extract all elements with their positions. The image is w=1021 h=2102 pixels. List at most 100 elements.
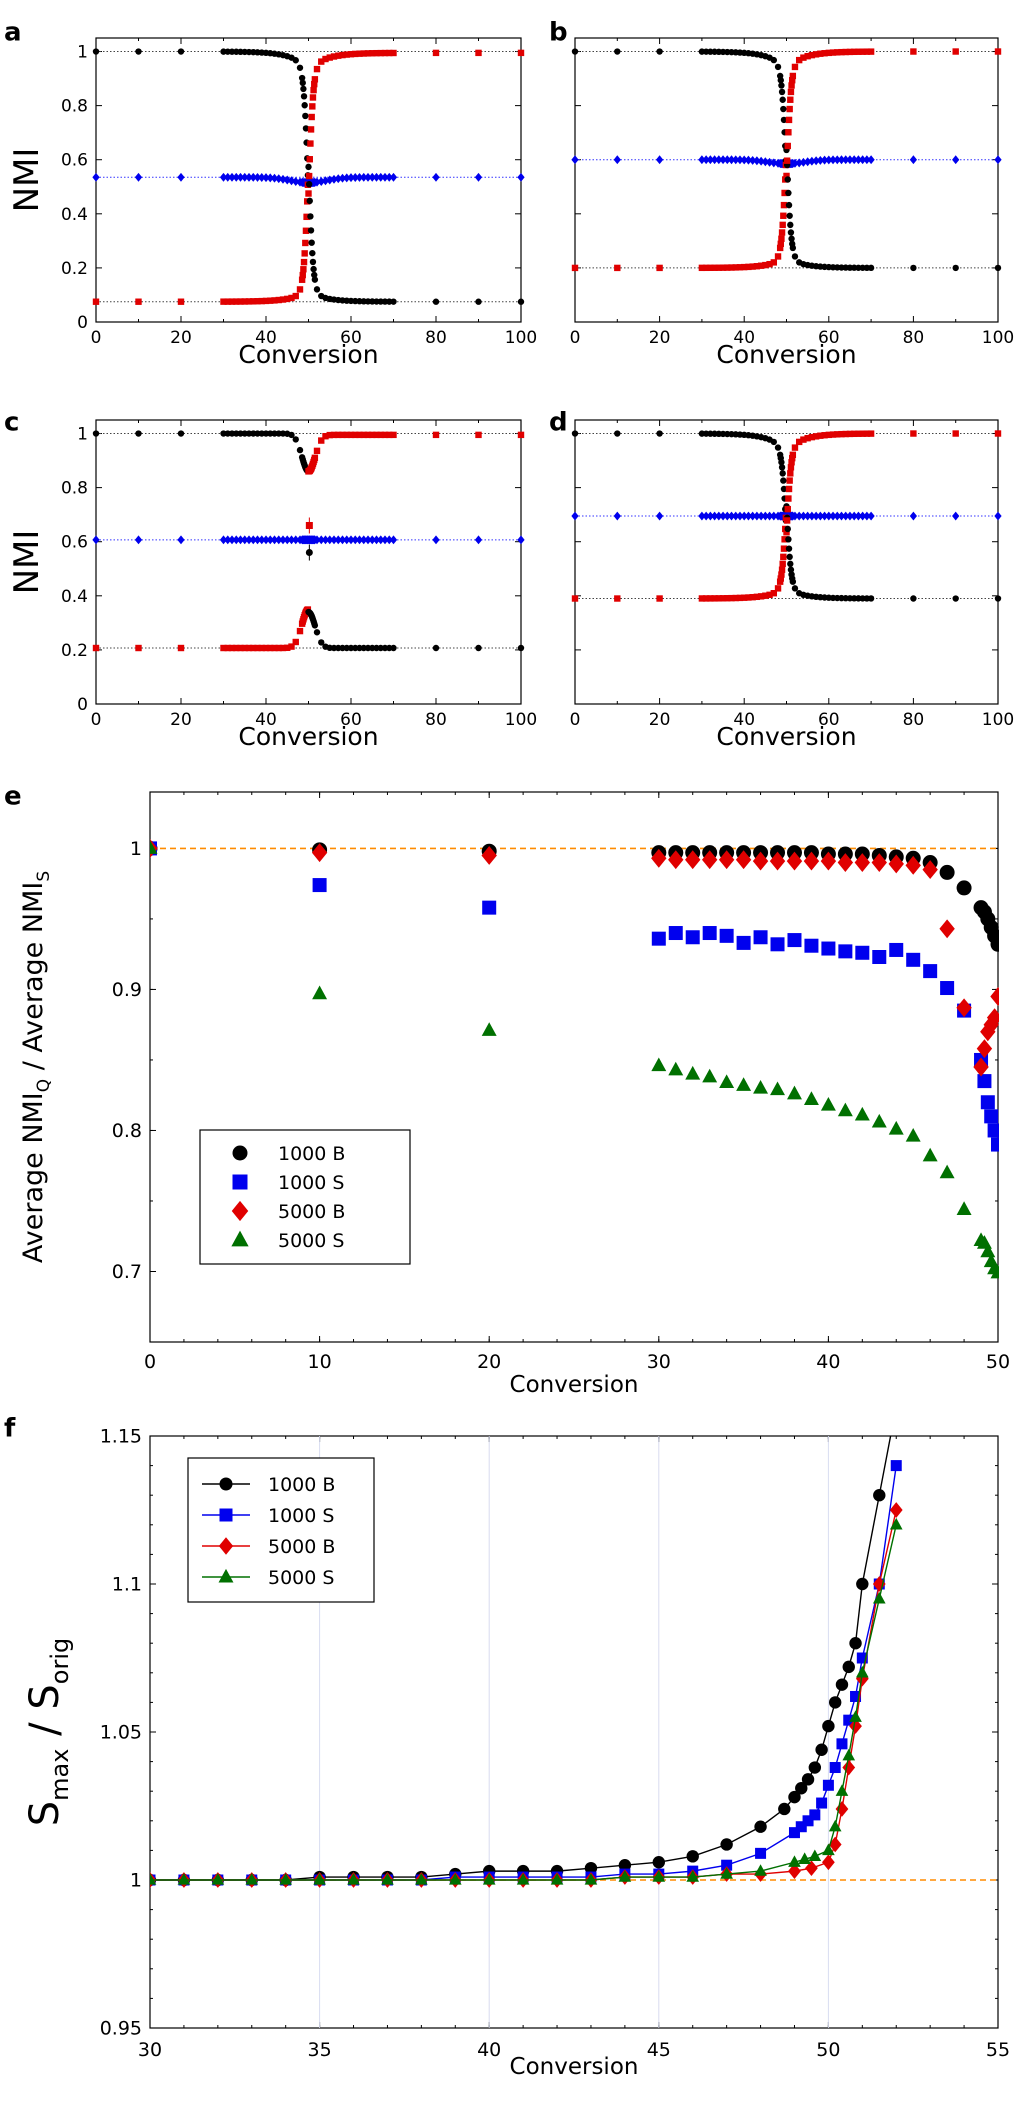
data-point-blue <box>859 155 867 165</box>
data-point-black <box>318 639 325 646</box>
data-point-red <box>777 575 784 582</box>
y-tick-label: 0.6 <box>61 533 88 553</box>
data-point-red <box>846 430 854 438</box>
data-point-blue <box>368 535 376 545</box>
data-point-red <box>745 594 752 601</box>
data-point-blue <box>812 156 820 166</box>
data-point-black <box>910 264 917 272</box>
data-point-red <box>850 430 858 438</box>
data-point <box>991 1137 999 1152</box>
data-point-red <box>812 433 820 440</box>
data-point <box>835 1678 849 1691</box>
data-point <box>984 1109 999 1124</box>
data-point <box>719 1074 735 1089</box>
data-point-black <box>910 595 917 602</box>
data-point-black <box>311 276 319 283</box>
panel-label-a: a <box>4 17 22 47</box>
data-point <box>850 1690 862 1702</box>
data-point <box>245 1873 259 1885</box>
data-point-red <box>275 296 282 304</box>
data-point <box>889 1517 903 1530</box>
data-point-red <box>795 56 803 64</box>
data-point-blue <box>372 535 381 545</box>
data-point-red <box>311 80 318 88</box>
data-point <box>177 1873 191 1885</box>
data-point-blue <box>804 511 812 521</box>
data-point-black <box>656 430 663 437</box>
data-point-red <box>279 296 287 303</box>
data-point-blue <box>753 511 761 521</box>
data-point <box>736 1077 752 1091</box>
data-point-blue <box>228 172 236 182</box>
data-point-blue <box>833 511 841 521</box>
data-point-red <box>781 536 788 543</box>
data-point-red <box>778 566 786 573</box>
data-point <box>803 851 820 871</box>
data-point-blue <box>820 155 829 165</box>
data-point-red <box>753 593 761 601</box>
data-point-red <box>786 105 793 113</box>
data-point-red <box>779 221 786 229</box>
data-point-red <box>732 594 739 602</box>
data-point-blue <box>613 511 621 521</box>
data-point-red <box>381 49 389 57</box>
data-point-red <box>267 297 274 304</box>
data-point-black <box>475 298 482 305</box>
data-point-red <box>258 644 265 652</box>
data-point-red <box>258 297 265 305</box>
data-point-red <box>707 264 714 271</box>
data-point <box>854 1106 870 1121</box>
data-point-red <box>386 431 393 439</box>
data-point-red <box>698 595 706 602</box>
data-point-red <box>800 436 807 443</box>
data-point-blue <box>702 511 710 521</box>
data-point-blue <box>224 535 232 545</box>
data-point-blue <box>317 535 325 545</box>
data-point <box>872 950 887 964</box>
data-point <box>686 1850 699 1863</box>
data-point-red <box>267 644 274 652</box>
data-point-blue <box>825 155 833 165</box>
data-point <box>828 1696 842 1709</box>
data-point-red <box>770 590 778 597</box>
data-point-red <box>254 298 261 305</box>
data-point-red <box>135 644 142 652</box>
data-point-blue <box>326 535 334 545</box>
data-point-blue <box>92 535 100 545</box>
data-point-black <box>778 82 785 89</box>
data-point <box>872 1591 886 1604</box>
data-point-blue <box>283 535 291 545</box>
data-point <box>922 860 938 880</box>
data-point-black <box>788 235 795 242</box>
data-point <box>651 931 666 946</box>
y-axis-label-part: / S <box>22 1684 68 1748</box>
data-point-blue <box>372 172 381 182</box>
data-point-blue <box>517 535 525 545</box>
data-point-red <box>296 627 304 635</box>
data-point-red <box>785 129 792 136</box>
x-tick-label: 60 <box>818 328 840 348</box>
data-point-blue <box>232 172 240 182</box>
data-point-black <box>780 116 788 124</box>
data-point-blue <box>808 511 816 521</box>
data-point-red <box>786 477 793 484</box>
data-point-black <box>777 77 784 84</box>
data-point <box>923 964 938 979</box>
data-point-black <box>784 525 791 533</box>
legend-marker <box>232 1145 248 1161</box>
data-point-blue <box>757 156 765 166</box>
data-point-blue <box>846 511 854 521</box>
data-point-black <box>780 477 787 484</box>
data-point-red <box>432 431 440 439</box>
data-point-black <box>390 644 397 652</box>
data-point-red <box>783 517 791 524</box>
data-point-black <box>300 93 308 100</box>
data-point <box>821 941 836 956</box>
data-point-black <box>867 595 875 602</box>
x-tick-label: 30 <box>647 1351 671 1373</box>
data-point-blue <box>833 155 841 165</box>
data-point-black <box>390 298 397 305</box>
y-tick-label: 0.4 <box>61 205 88 225</box>
data-point-red <box>910 48 917 55</box>
data-point-blue <box>710 511 719 521</box>
